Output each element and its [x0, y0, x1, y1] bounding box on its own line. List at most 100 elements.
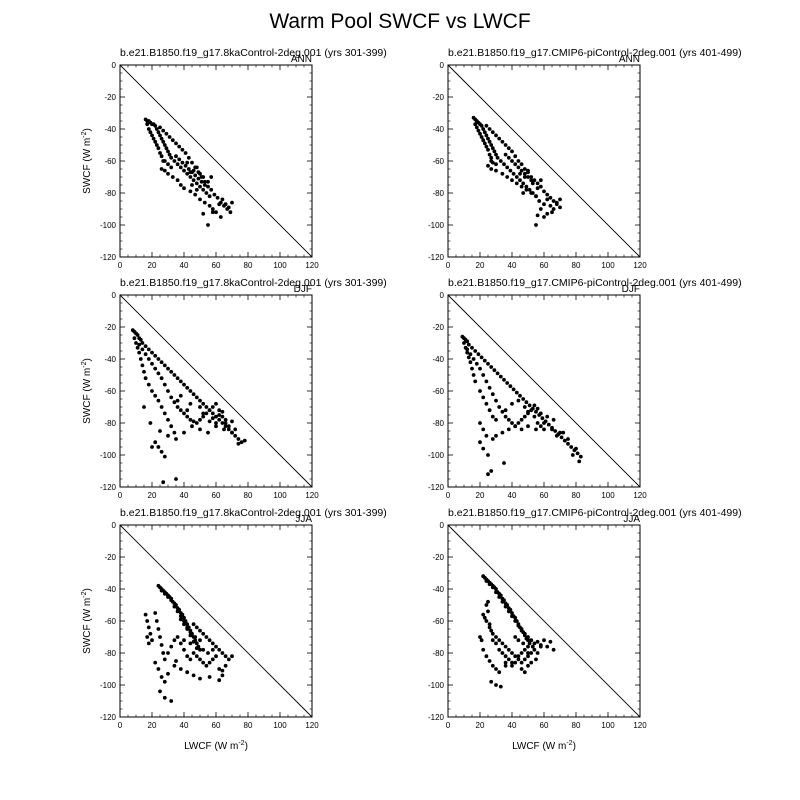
scatter-point [166, 171, 170, 176]
scatter-point [519, 628, 524, 633]
scatter-point [510, 663, 514, 668]
panel-title: b.e21.B1850.f19_g17.8kaControl-2deg.001 … [120, 507, 387, 519]
scatter-point [526, 651, 530, 655]
scatter-panel-1: 0 20 40 60 80 100 120-120-100-80-60-40-200b.e2… [81, 47, 387, 270]
scatter-point [150, 638, 154, 643]
panel-title: b.e21.B1850.f19_g17.8kaControl-2deg.001 … [120, 277, 387, 289]
scatter-point [473, 349, 478, 353]
scatter-point [532, 414, 537, 419]
y-tick-label: 0 [440, 61, 445, 70]
scatter-point [522, 405, 527, 409]
scatter-point [494, 683, 498, 687]
scatter-point [489, 143, 494, 147]
scatter-point [166, 389, 170, 393]
scatter-point [516, 657, 521, 662]
scatter-point [174, 141, 178, 146]
scatter-point [214, 421, 218, 425]
scatter-point [494, 398, 498, 403]
scatter-point [519, 162, 524, 167]
scatter-point [503, 644, 508, 649]
scatter-point [166, 366, 170, 371]
scatter-point [542, 189, 546, 194]
scatter-point [481, 395, 486, 400]
scatter-point [482, 130, 487, 135]
scatter-point [551, 417, 556, 422]
scatter-point [510, 401, 514, 406]
x-tick-label: 100 [601, 721, 615, 730]
scatter-point [494, 433, 498, 438]
scatter-point [226, 657, 231, 662]
scatter-point [474, 361, 479, 366]
scatter-point [188, 417, 193, 422]
scatter-point [191, 392, 196, 397]
scatter-point [177, 144, 182, 149]
scatter-point [153, 440, 158, 445]
scatter-point [494, 635, 498, 639]
x-tick-label: 0 [118, 491, 123, 500]
scatter-point [210, 657, 215, 662]
scatter-point [156, 667, 161, 671]
scatter-point [521, 641, 526, 646]
scatter-point [158, 125, 162, 130]
scatter-point [214, 414, 218, 419]
scatter-point [169, 155, 174, 160]
scatter-point [506, 609, 511, 614]
scatter-point [156, 371, 161, 376]
scatter-point [529, 175, 534, 179]
scatter-point [492, 368, 497, 373]
scatter-point [186, 155, 191, 160]
panel-title: b.e21.B1850.f19_g17.8kaControl-2deg.001 … [120, 47, 387, 59]
scatter-point [217, 667, 222, 671]
x-axis-label: LWCF (W m-2) [184, 740, 248, 752]
scatter-point [201, 414, 206, 419]
scatter-point [162, 591, 167, 596]
scatter-point [146, 357, 151, 361]
scatter-point [175, 635, 180, 639]
scatter-point [513, 162, 518, 167]
scatter-point [188, 389, 193, 393]
scatter-point [194, 165, 199, 170]
scatter-point [471, 357, 476, 361]
scatter-point [494, 152, 498, 157]
scatter-point [562, 438, 567, 443]
scatter-point [535, 406, 540, 411]
scatter-point [490, 130, 495, 135]
scatter-point [185, 627, 190, 631]
x-tick-label: 20 [148, 491, 157, 500]
x-tick-label: 20 [148, 721, 157, 730]
scatter-point [174, 477, 178, 481]
scatter-point [569, 445, 574, 449]
scatter-point [575, 451, 580, 456]
x-tick-label: 40 [508, 721, 517, 730]
scatter-point [518, 178, 522, 183]
scatter-point [239, 440, 244, 445]
scatter-point [503, 663, 508, 668]
scatter-panel-2: 0 20 40 60 80 100 120-120-100-80-60-40-200b.e2… [428, 47, 742, 270]
scatter-point [135, 345, 140, 350]
scatter-point [471, 373, 476, 377]
scatter-point [516, 398, 521, 403]
scatter-point [226, 427, 231, 432]
scatter-point [495, 371, 500, 376]
y-tick-label: -40 [432, 125, 444, 134]
scatter-point [159, 167, 164, 171]
scatter-point [487, 625, 492, 630]
scatter-point [538, 184, 543, 189]
scatter-point [532, 647, 537, 652]
x-tick-label: 60 [212, 721, 221, 730]
scatter-point [202, 200, 207, 205]
scatter-point [153, 393, 158, 398]
scatter-point [510, 178, 514, 183]
panel-season-label: DJF [294, 284, 312, 295]
scatter-point [175, 162, 180, 167]
scatter-point [494, 641, 498, 646]
scatter-point [150, 361, 154, 366]
scatter-point [538, 644, 543, 649]
scatter-point [198, 398, 202, 403]
scatter-point [518, 171, 522, 176]
scatter-point [182, 622, 186, 627]
y-tick-label: -40 [104, 585, 116, 594]
x-tick-label: 60 [212, 491, 221, 500]
panel-title: b.e21.B1850.f19_g17.CMIP6-piControl-2deg… [448, 277, 742, 289]
scatter-point [506, 146, 511, 151]
